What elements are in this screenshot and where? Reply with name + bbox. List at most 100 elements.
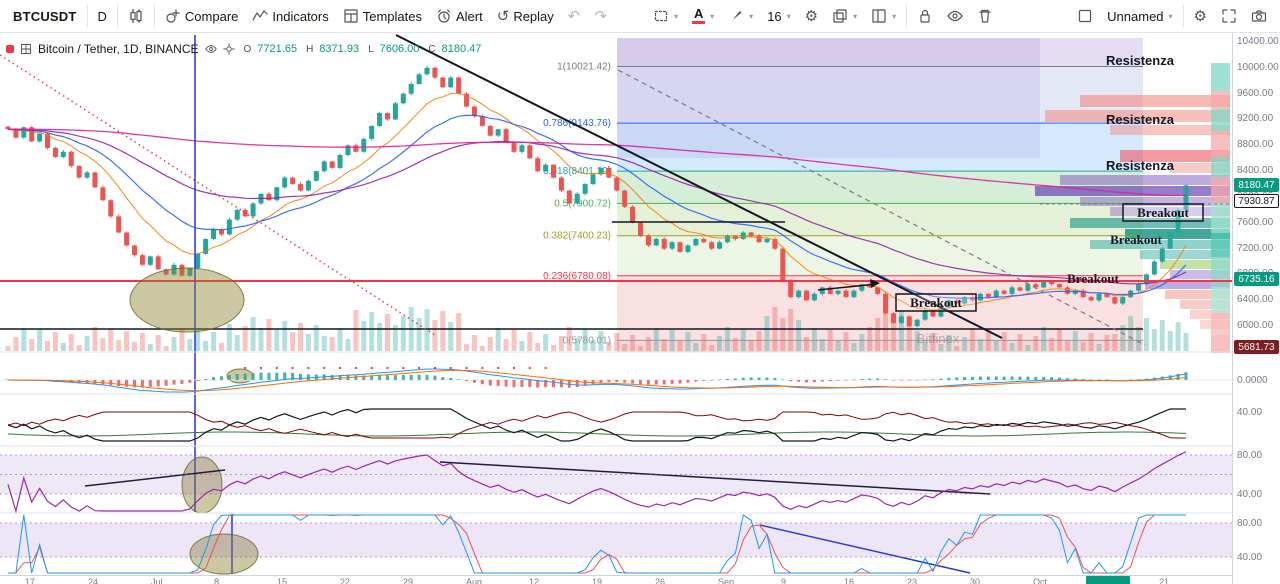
top-toolbar: BTCUSDT D Compare Indicators Templates A… xyxy=(0,0,1280,33)
gear-icon[interactable] xyxy=(222,43,235,55)
redo-button[interactable]: ↷ xyxy=(587,3,614,29)
toolbar-divider xyxy=(86,5,88,27)
chart-properties-button[interactable]: ⚙ xyxy=(1187,3,1214,29)
ohlc-high-value: 8371.93 xyxy=(319,43,360,55)
font-size-label: 16 xyxy=(767,8,782,24)
svg-text:Breakout: Breakout xyxy=(1110,232,1162,247)
symbol-label: BTCUSDT xyxy=(13,8,77,24)
layout-select-button[interactable]: ▾ xyxy=(864,3,903,29)
indicator-axis-label: 40.00 xyxy=(1237,552,1263,563)
price-badge: 6735.16 xyxy=(1234,271,1279,286)
svg-text:Breakout: Breakout xyxy=(1067,271,1119,286)
time-tick: 16 xyxy=(844,577,855,584)
chevron-down-icon: ▾ xyxy=(892,11,897,21)
layout-name-button[interactable]: Unnamed ▾ xyxy=(1100,3,1179,29)
interval-button[interactable]: D xyxy=(91,3,114,29)
compare-icon xyxy=(166,9,180,23)
svg-text:Resistenza: Resistenza xyxy=(1106,112,1175,127)
gear-icon: ⚙ xyxy=(1193,7,1207,25)
price-badge: 8180.47 xyxy=(1234,178,1279,193)
candles-icon xyxy=(130,8,142,24)
layout-icon xyxy=(872,9,886,23)
indicator-axis-label: 40.00 xyxy=(1237,489,1263,500)
time-axis[interactable]: 1724Jul8152229Aug121926Sep9162330Oct1421 xyxy=(0,575,1232,584)
time-tick: 9 xyxy=(781,577,787,584)
ohlc-open-value: 7721.65 xyxy=(257,43,298,55)
toolbar-divider xyxy=(1182,5,1184,27)
hide-drawings-button[interactable] xyxy=(940,3,970,29)
brush-tool-button[interactable]: ▾ xyxy=(721,3,760,29)
ohlc-low-key: L xyxy=(368,43,374,55)
indicator-axis-label: 80.00 xyxy=(1237,450,1263,461)
remove-drawings-button[interactable] xyxy=(970,3,1000,29)
price-axis[interactable]: 10400.00 10000.00 9600.00 9200.00 8800.00 840… xyxy=(1232,33,1280,584)
ohlc-close-value: 8180.47 xyxy=(441,43,482,55)
price-tick: 7200.00 xyxy=(1237,242,1274,254)
layout-name-label: Unnamed xyxy=(1107,8,1164,24)
macd-panel xyxy=(0,367,1232,393)
volume-profile xyxy=(1035,63,1230,353)
svg-text:0.382(7400.23): 0.382(7400.23) xyxy=(543,231,611,242)
clone-tool-button[interactable]: ▾ xyxy=(825,3,864,29)
replay-button[interactable]: ↺ Replay xyxy=(490,3,561,29)
chart-legend[interactable]: Bitcoin / Tether, 1D, BINANCE O 7721.65 H… xyxy=(6,42,481,56)
time-tick: 29 xyxy=(403,577,414,584)
eye-icon[interactable] xyxy=(204,43,217,55)
time-tick: 26 xyxy=(655,577,666,584)
price-tick: 10400.00 xyxy=(1237,36,1279,47)
eye-icon xyxy=(947,10,963,22)
drawing-settings-button[interactable]: ⚙ xyxy=(798,3,825,29)
lock-drawings-button[interactable] xyxy=(910,3,940,29)
drawing-rect-tool-button[interactable]: ▾ xyxy=(646,3,685,29)
undo-button[interactable]: ↶ xyxy=(561,3,588,29)
svg-text:Resistenza: Resistenza xyxy=(1106,53,1175,68)
symbol-button[interactable]: BTCUSDT xyxy=(6,3,84,29)
save-layout-button[interactable] xyxy=(1070,3,1100,29)
chart-area: Bitcoin / Tether, 1D, BINANCE O 7721.65 H… xyxy=(0,33,1280,584)
price-badge: 7930.87 xyxy=(1234,194,1279,209)
oscillator-panel xyxy=(7,408,1187,442)
legend-chart-icon xyxy=(21,44,31,54)
text-color-icon: A xyxy=(692,7,706,24)
price-chart[interactable]: 1(10021.42)0.786(9143.76)0.618(8401.19)0… xyxy=(0,33,1232,584)
time-tick: Jul xyxy=(151,577,163,584)
price-tick: 9200.00 xyxy=(1237,113,1274,125)
fullscreen-icon xyxy=(1222,9,1236,23)
undo-icon: ↶ xyxy=(567,7,581,25)
time-tick: 15 xyxy=(277,577,288,584)
indicators-label: Indicators xyxy=(272,8,329,24)
text-color-button[interactable]: A ▾ xyxy=(685,3,721,29)
time-tick: 30 xyxy=(970,577,981,584)
camera-icon xyxy=(1251,10,1267,22)
annotations: Resistenza Resistenza Resistenza Breakout Br… xyxy=(895,53,1204,346)
chevron-down-icon: ▾ xyxy=(749,11,754,21)
fib-levels: 1(10021.42)0.786(9143.76)0.618(8401.19)0… xyxy=(543,61,1143,346)
toolbar-divider xyxy=(116,5,118,27)
templates-icon xyxy=(344,9,358,23)
symbol-title: Bitcoin / Tether, 1D, BINANCE xyxy=(38,42,199,56)
svg-text:0.5(7900.72): 0.5(7900.72) xyxy=(554,198,611,209)
dashed-rect-icon xyxy=(655,10,668,22)
templates-button[interactable]: Templates xyxy=(336,3,429,29)
svg-text:Bitfinex: Bitfinex xyxy=(917,331,960,346)
font-size-button[interactable]: 16 ▾ xyxy=(760,3,797,29)
time-tick: 19 xyxy=(592,577,603,584)
ohlc-open-key: O xyxy=(243,43,252,55)
chevron-down-icon: ▾ xyxy=(786,11,791,21)
price-tick: 7600.00 xyxy=(1237,216,1274,228)
time-tick: 22 xyxy=(340,577,351,584)
snapshot-button[interactable] xyxy=(1244,3,1274,29)
replay-label: Replay xyxy=(513,8,554,24)
chart-style-button[interactable] xyxy=(121,3,151,29)
templates-label: Templates xyxy=(362,8,422,24)
time-tick: Oct xyxy=(1033,577,1048,584)
alert-button[interactable]: Alert xyxy=(429,3,490,29)
compare-button[interactable]: Compare xyxy=(158,3,245,29)
ohlc-low-value: 7606.00 xyxy=(379,43,420,55)
time-tick: 21 xyxy=(1159,577,1170,584)
indicators-button[interactable]: Indicators xyxy=(245,3,335,29)
price-tick: 9600.00 xyxy=(1237,87,1274,99)
indicator-axis-label: 0.0000 xyxy=(1237,375,1268,386)
fullscreen-button[interactable] xyxy=(1214,3,1244,29)
ohlc-high-key: H xyxy=(306,43,314,55)
